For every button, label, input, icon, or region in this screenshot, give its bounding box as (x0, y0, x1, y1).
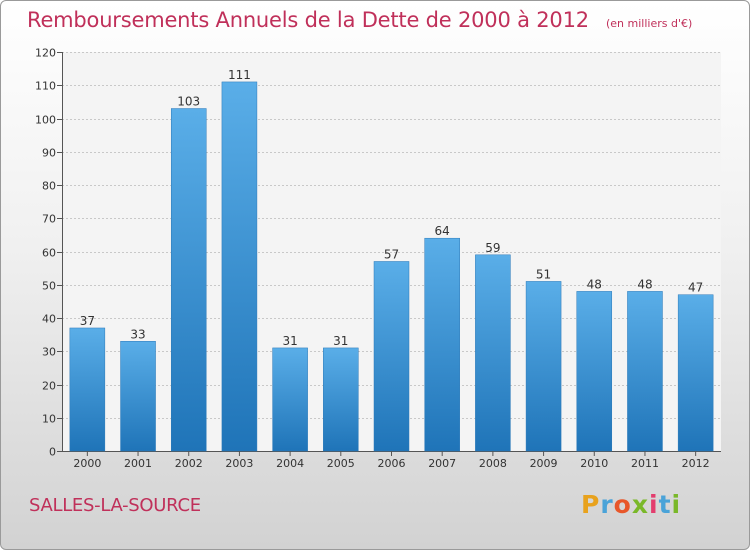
bar-value-label: 47 (688, 281, 703, 295)
x-tick-label: 2004 (276, 457, 304, 470)
bar (627, 291, 663, 452)
bar-value-label: 33 (130, 327, 145, 341)
x-tick-label: 2001 (124, 457, 152, 470)
bar (221, 81, 258, 452)
x-tick-label: 2006 (378, 457, 406, 470)
bar-value-label: 31 (333, 334, 348, 348)
x-tick-label: 2008 (479, 457, 507, 470)
x-tick-label: 2010 (580, 457, 608, 470)
bar-value-label: 51 (536, 267, 551, 281)
y-tick-label: 70 (42, 213, 56, 226)
bar-value-label: 31 (282, 334, 297, 348)
x-tick-label: 2000 (73, 457, 101, 470)
bar-value-label: 64 (435, 224, 450, 238)
x-tick-label: 2005 (327, 457, 355, 470)
x-tick-label: 2009 (530, 457, 558, 470)
bar-value-label: 48 (637, 277, 652, 291)
bar-value-label: 59 (485, 241, 500, 255)
y-tick-label: 10 (42, 413, 56, 426)
x-tick-label: 2007 (428, 457, 456, 470)
y-tick-label: 60 (42, 247, 56, 260)
y-tick-label: 110 (35, 80, 56, 93)
y-tick-label: 40 (42, 313, 56, 326)
y-tick-label: 30 (42, 346, 56, 359)
bar (170, 108, 207, 452)
bar-value-label: 103 (177, 95, 200, 109)
bar (373, 261, 410, 452)
logo-letter: r (600, 490, 614, 519)
bar (525, 281, 562, 452)
chart-title: Remboursements Annuels de la Dette de 20… (27, 8, 692, 32)
bar (323, 347, 359, 452)
town-name: SALLES-LA-SOURCE (29, 495, 201, 516)
y-tick-label: 100 (35, 114, 56, 127)
logo-letter: P (581, 490, 601, 519)
logo-letter: i (671, 490, 682, 519)
bar (475, 254, 511, 452)
chart-title-text: Remboursements Annuels de la Dette de 20… (27, 8, 589, 32)
y-tick-label: 50 (42, 280, 56, 293)
x-tick-label: 2002 (175, 457, 203, 470)
logo-letter: t (658, 490, 672, 519)
x-tick-label: 2003 (225, 457, 253, 470)
y-tick-label: 90 (42, 147, 56, 160)
y-tick-label: 20 (42, 380, 56, 393)
bar (272, 347, 308, 452)
proxiti-logo: Proxiti (581, 490, 681, 519)
logo-letter: x (631, 490, 649, 519)
logo-letter: i (649, 490, 659, 519)
x-tick-label: 2012 (682, 457, 710, 470)
bar (576, 291, 613, 452)
chart-unit-text: (en milliers d'€) (606, 17, 693, 30)
bar (120, 341, 156, 452)
bar-value-label: 48 (587, 277, 602, 291)
bar-value-label: 111 (228, 68, 251, 82)
x-tick-label: 2011 (631, 457, 659, 470)
y-tick-label: 0 (49, 446, 56, 459)
y-tick-label: 120 (35, 47, 56, 60)
bar (677, 294, 714, 452)
logo-letter: o (613, 490, 632, 519)
y-tick-label: 80 (42, 180, 56, 193)
bar (424, 237, 460, 452)
bar-value-label: 57 (384, 247, 399, 261)
bar (69, 327, 106, 452)
bar-value-label: 37 (80, 314, 95, 328)
